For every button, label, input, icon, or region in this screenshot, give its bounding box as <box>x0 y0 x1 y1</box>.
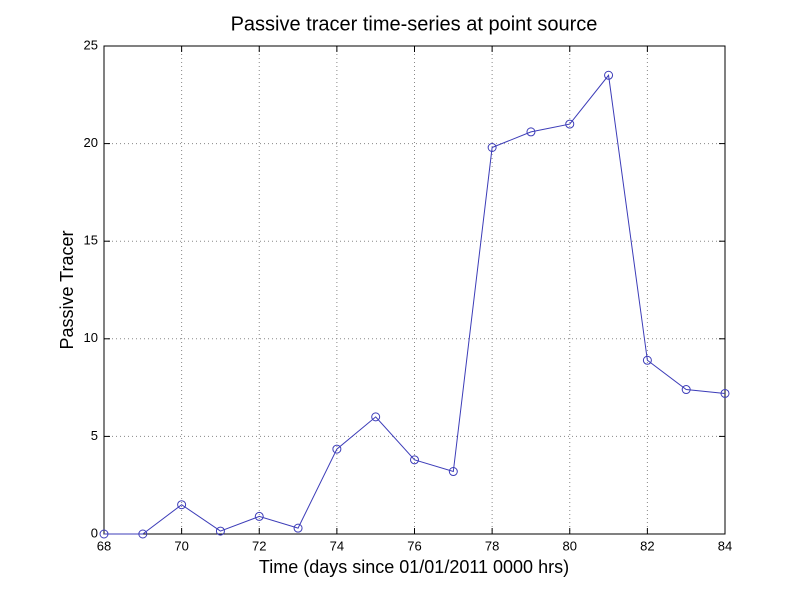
y-tick-label: 5 <box>91 428 98 443</box>
x-tick-label: 76 <box>407 538 421 553</box>
data-point <box>254 511 264 521</box>
data-point <box>99 529 109 539</box>
data-point <box>720 388 730 398</box>
y-tick-label: 10 <box>84 330 98 345</box>
chart-title: Passive tracer time-series at point sour… <box>231 13 598 35</box>
x-tick-label: 78 <box>485 538 499 553</box>
data-point <box>332 444 342 454</box>
data-point <box>371 412 381 422</box>
x-tick-label: 80 <box>563 538 577 553</box>
x-tick-label: 74 <box>330 538 344 553</box>
x-axis-label: Time (days since 01/01/2011 0000 hrs) <box>259 557 569 577</box>
y-axis-label: Passive Tracer <box>57 230 77 349</box>
data-point <box>487 143 497 153</box>
y-tick-label: 15 <box>84 233 98 248</box>
data-point <box>215 526 225 536</box>
y-tick-label: 0 <box>91 525 98 540</box>
x-tick-label: 72 <box>252 538 266 553</box>
plot-frame <box>103 45 726 535</box>
x-tick-label: 82 <box>640 538 654 553</box>
data-point <box>526 127 536 137</box>
data-point <box>177 500 187 510</box>
data-point <box>293 523 303 533</box>
data-point <box>448 467 458 477</box>
data-point <box>138 529 148 539</box>
x-tick-label: 84 <box>718 538 732 553</box>
data-point <box>604 70 614 80</box>
data-point <box>642 355 652 365</box>
x-tick-label: 70 <box>174 538 188 553</box>
data-point <box>410 455 419 465</box>
data-point <box>565 119 575 129</box>
data-point <box>681 385 691 395</box>
y-tick-label: 20 <box>84 135 98 150</box>
series-line <box>104 74 726 535</box>
x-tick-label: 68 <box>97 538 111 553</box>
y-tick-label: 25 <box>84 37 98 52</box>
